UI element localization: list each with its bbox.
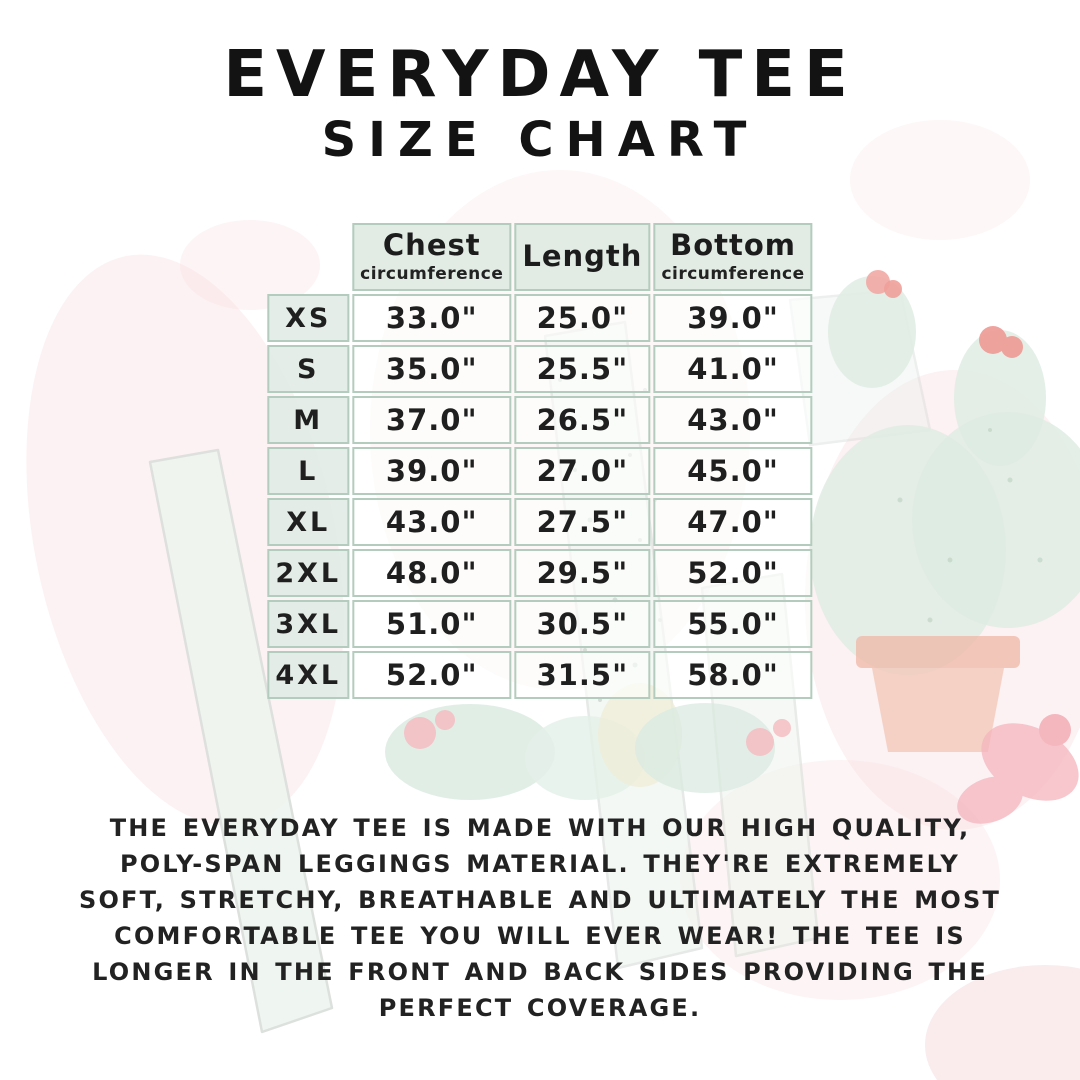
size-cell: XS (267, 294, 350, 342)
length-cell: 30.5" (514, 600, 651, 648)
page-subtitle: SIZE CHART (321, 112, 759, 169)
length-cell: 27.5" (514, 498, 651, 546)
size-row-m: M 37.0" 26.5" 43.0" (267, 396, 813, 444)
chest-cell: 35.0" (352, 345, 512, 393)
pink-flowers-icon (404, 710, 791, 756)
size-row-xl: XL 43.0" 27.5" 47.0" (267, 498, 813, 546)
bottom-cell: 39.0" (653, 294, 813, 342)
length-cell: 25.5" (514, 345, 651, 393)
size-table-header: Chest circumference Length Bottom circum… (267, 223, 813, 291)
size-row-3xl: 3XL 51.0" 30.5" 55.0" (267, 600, 813, 648)
chest-cell: 37.0" (352, 396, 512, 444)
length-cell: 27.0" (514, 447, 651, 495)
size-cell: 3XL (267, 600, 350, 648)
bottom-cell: 41.0" (653, 345, 813, 393)
length-cell: 25.0" (514, 294, 651, 342)
size-row-2xl: 2XL 48.0" 29.5" 52.0" (267, 549, 813, 597)
cactus-flower-icon (866, 270, 890, 294)
length-cell: 31.5" (514, 651, 651, 699)
size-row-xs: XS 33.0" 25.0" 39.0" (267, 294, 813, 342)
size-cell: S (267, 345, 350, 393)
page-header: EVERYDAY TEE SIZE CHART (0, 40, 1080, 167)
column-label: Length (522, 239, 643, 274)
column-header-length: Length (514, 223, 651, 291)
length-cell: 29.5" (514, 549, 651, 597)
corner-cell (267, 223, 349, 291)
cactus-flower-icon (979, 326, 1023, 358)
small-cactus-illustration (828, 270, 916, 388)
cactus-pot-icon (856, 636, 1020, 752)
page-title: EVERYDAY TEE (223, 38, 857, 112)
length-cell: 26.5" (514, 396, 651, 444)
size-row-l: L 39.0" 27.0" 45.0" (267, 447, 813, 495)
bottom-cell: 55.0" (653, 600, 813, 648)
size-cell: 4XL (267, 651, 350, 699)
chest-cell: 52.0" (352, 651, 512, 699)
size-cell: M (267, 396, 350, 444)
chest-cell: 43.0" (352, 498, 512, 546)
size-table-body: XS 33.0" 25.0" 39.0" S 35.0" 25.5" 41.0"… (267, 294, 813, 699)
large-cactus-illustration (810, 326, 1080, 752)
size-cell: L (267, 447, 350, 495)
size-cell: XL (267, 498, 350, 546)
description-text: THE EVERYDAY TEE IS MADE WITH OUR HIGH Q… (78, 814, 1002, 1022)
column-sublabel: circumference (661, 263, 805, 284)
chest-cell: 51.0" (352, 600, 512, 648)
garden-band-illustration (385, 683, 1079, 824)
chest-cell: 39.0" (352, 447, 512, 495)
size-cell: 2XL (267, 549, 350, 597)
column-sublabel: circumference (360, 263, 504, 284)
column-header-chest: Chest circumference (352, 223, 512, 291)
size-table: Chest circumference Length Bottom circum… (264, 220, 815, 702)
column-label: Bottom (670, 228, 796, 263)
column-header-bottom: Bottom circumference (653, 223, 813, 291)
chest-cell: 48.0" (352, 549, 512, 597)
bottom-cell: 52.0" (653, 549, 813, 597)
size-row-4xl: 4XL 52.0" 31.5" 58.0" (267, 651, 813, 699)
chest-cell: 33.0" (352, 294, 512, 342)
bottom-cell: 47.0" (653, 498, 813, 546)
bottom-cell: 58.0" (653, 651, 813, 699)
size-row-s: S 35.0" 25.5" 41.0" (267, 345, 813, 393)
column-label: Chest (382, 228, 481, 263)
bottom-cell: 43.0" (653, 396, 813, 444)
header-row: Chest circumference Length Bottom circum… (267, 223, 813, 291)
large-pink-flower-icon (957, 714, 1079, 824)
cactus-speckles (897, 428, 1043, 623)
bottom-cell: 45.0" (653, 447, 813, 495)
